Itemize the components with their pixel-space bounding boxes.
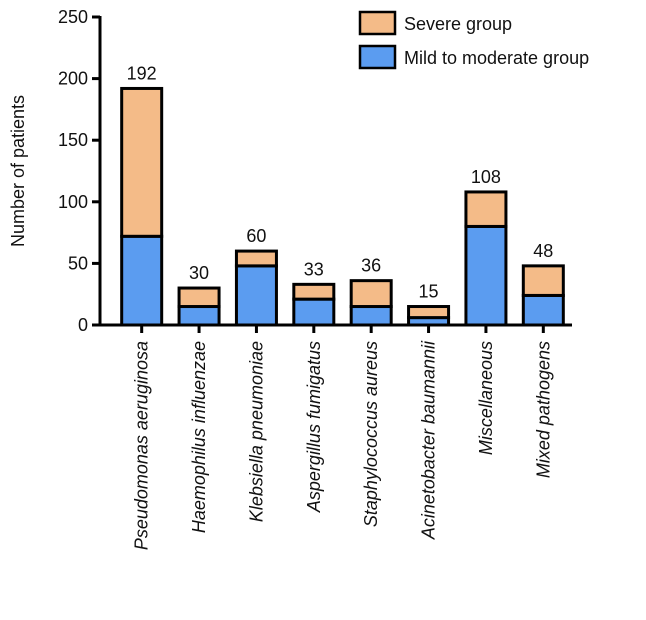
total-label: 15 <box>419 282 439 302</box>
bar-segment <box>464 190 508 228</box>
x-tick-label: Acinetobacter baumannii <box>419 340 439 540</box>
total-label: 192 <box>127 63 157 83</box>
legend-label: Severe group <box>404 14 512 34</box>
bar-segment <box>177 305 221 327</box>
total-label: 30 <box>189 263 209 283</box>
total-label: 33 <box>304 259 324 279</box>
y-axis-label: Number of patients <box>8 95 28 247</box>
y-tick-label: 150 <box>58 130 88 150</box>
x-tick-label: Staphylococcus aureus <box>361 341 381 527</box>
x-tick-label: Pseudomonas aeruginosa <box>132 341 152 550</box>
x-tick-label: Klebsiella pneumoniae <box>246 341 266 522</box>
y-tick-label: 100 <box>58 192 88 212</box>
x-tick-label: Haemophilus influenzae <box>189 341 209 533</box>
x-tick-label: Miscellaneous <box>476 341 496 455</box>
bar-segment <box>292 297 336 327</box>
y-tick-label: 200 <box>58 69 88 89</box>
total-label: 108 <box>471 167 501 187</box>
bar-segment <box>120 86 164 238</box>
legend-swatch <box>358 44 397 70</box>
bar-segment <box>292 282 336 301</box>
bar-segment <box>464 224 508 327</box>
total-label: 36 <box>361 256 381 276</box>
bar-segment <box>120 234 164 327</box>
legend-swatch <box>358 10 397 36</box>
total-label: 48 <box>533 241 553 261</box>
bar-segment <box>349 305 393 327</box>
bar-segment <box>349 279 393 309</box>
bar-segment <box>234 264 278 327</box>
legend-label: Mild to moderate group <box>404 48 589 68</box>
bar-segment <box>234 249 278 268</box>
y-tick-label: 50 <box>68 253 88 273</box>
y-tick-label: 0 <box>78 315 88 335</box>
bar-segment <box>521 264 565 297</box>
x-tick-label: Aspergillus fumigatus <box>304 341 324 513</box>
total-label: 60 <box>246 226 266 246</box>
x-tick-label: Mixed pathogens <box>533 341 553 478</box>
y-tick-label: 250 <box>58 7 88 27</box>
bar-segment <box>521 293 565 327</box>
bar-segment <box>177 286 221 309</box>
bar-segment <box>407 305 451 320</box>
